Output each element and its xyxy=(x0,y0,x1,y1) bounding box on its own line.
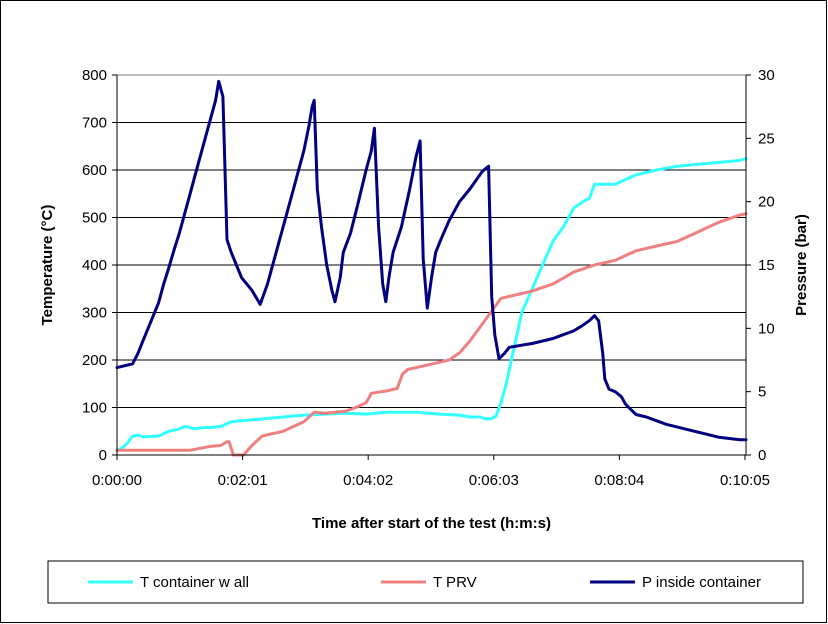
y2-tick-label-6: 30 xyxy=(758,67,775,84)
y2-tick-label-1: 5 xyxy=(758,384,766,401)
y-tick-label-6: 600 xyxy=(82,162,107,179)
x-tick-label-5: 0:10:05 xyxy=(720,472,770,489)
y-tick-label-2: 200 xyxy=(82,352,107,369)
x-tick-label-2: 0:04:02 xyxy=(343,472,393,489)
y2-tick-label-2: 10 xyxy=(758,320,775,337)
y-tick-label-0: 0 xyxy=(99,447,107,464)
y-tick-label-7: 700 xyxy=(82,115,107,132)
x-tick-label-4: 0:08:04 xyxy=(594,472,644,489)
y-tick-label-5: 500 xyxy=(82,210,107,227)
y2-tick-label-4: 20 xyxy=(758,194,775,211)
x-tick-label-1: 0:02:01 xyxy=(218,472,268,489)
y-tick-label-3: 300 xyxy=(82,305,107,322)
y-tick-label-4: 400 xyxy=(82,257,107,274)
y2-tick-label-3: 15 xyxy=(758,257,775,274)
legend-label-0: T container w all xyxy=(140,574,249,591)
series-line-1 xyxy=(115,212,748,457)
x-axis-label: Time after start of the test (h:m:s) xyxy=(312,515,551,532)
tick-labels: 0 100 200 300 400 500 600 700 800 0 5 10 15 20 25 30 0:0… xyxy=(82,67,775,489)
x-tick-label-0: 0:00:00 xyxy=(92,472,142,489)
y2-tick-label-0: 0 xyxy=(758,447,766,464)
y2-tick-label-5: 25 xyxy=(758,130,775,147)
y-axis-label: Temperature (°C) xyxy=(39,205,56,326)
legend-label-2: P inside container xyxy=(642,574,761,591)
x-tick-label-3: 0:06:03 xyxy=(469,472,519,489)
gridlines xyxy=(117,74,746,408)
legend: T container w all T PRV P inside container xyxy=(47,560,804,604)
y2-axis-label: Pressure (bar) xyxy=(793,214,810,316)
legend-label-1: T PRV xyxy=(433,574,477,591)
series-line-0 xyxy=(115,157,748,452)
y-tick-label-1: 100 xyxy=(82,400,107,417)
series-line-2 xyxy=(115,79,748,442)
series-layer xyxy=(115,79,748,457)
y-tick-label-8: 800 xyxy=(82,67,107,84)
axes xyxy=(112,74,751,460)
